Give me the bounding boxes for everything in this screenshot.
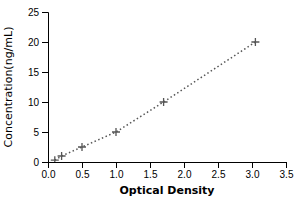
marker [58,152,66,160]
x-tick-label: 0.0 [42,169,56,180]
x-axis-title: Optical Density [120,184,215,197]
marks [51,38,260,162]
x-tick-label: 1.5 [144,169,158,180]
y-tick: 5 [33,127,48,138]
x-tick-label: 1.0 [110,169,124,180]
y-axis: 0 5 10 15 20 25 [28,7,49,168]
y-tick-mark [42,162,48,163]
x-tick-mark [150,162,151,168]
line [55,42,256,160]
marker [251,38,259,46]
y-tick-label: 5 [33,127,39,138]
plot-area: 0.0 0.5 1.0 1.5 2.0 2.5 3.0 3.5 0 5 10 15 20 25 [28,7,294,180]
x-tick-mark [82,162,83,168]
x-tick: 3.5 [280,162,294,180]
marker [160,98,168,106]
x-tick: 0.0 [42,162,56,180]
y-tick-label: 20 [28,37,40,48]
y-axis-line [42,13,49,163]
x-tick-label: 2.0 [178,169,192,180]
x-tick: 1.5 [144,162,158,180]
x-tick-label: 3.5 [280,169,294,180]
x-tick-mark [252,162,253,168]
y-tick: 10 [28,97,48,108]
y-tick-mark [42,12,48,13]
y-tick: 0 [33,157,48,168]
y-tick-mark [42,102,48,103]
x-tick-label: 0.5 [76,169,90,180]
x-tick: 3.0 [246,162,260,180]
y-tick-mark [42,132,48,133]
x-tick-label: 2.5 [212,169,226,180]
x-tick: 2.5 [212,162,226,180]
marker [51,156,59,162]
y-tick-mark [42,42,48,43]
x-axis-line [49,163,287,169]
y-tick: 20 [28,37,48,48]
x-axis: 0.0 0.5 1.0 1.5 2.0 2.5 3.0 3.5 [42,162,294,180]
y-tick-label: 10 [28,97,40,108]
y-tick: 25 [28,7,48,18]
y-tick-label: 15 [28,67,40,78]
x-tick: 1.0 [110,162,124,180]
x-tick: 0.5 [76,162,90,180]
y-tick: 15 [28,67,48,78]
y-tick-mark [42,72,48,73]
y-axis-title: Concentration(ng/mL) [2,27,15,148]
x-tick-mark [286,162,287,168]
x-tick-mark [218,162,219,168]
x-tick-mark [116,162,117,168]
x-tick-label: 3.0 [246,169,260,180]
chart: 0.0 0.5 1.0 1.5 2.0 2.5 3.0 3.5 0 5 10 15 20 25 Optica… [0,0,300,200]
marker [78,143,86,151]
y-tick-label: 25 [28,7,40,18]
marker [112,128,120,136]
x-tick: 2.0 [178,162,192,180]
x-tick-mark [184,162,185,168]
y-tick-label: 0 [33,157,39,168]
